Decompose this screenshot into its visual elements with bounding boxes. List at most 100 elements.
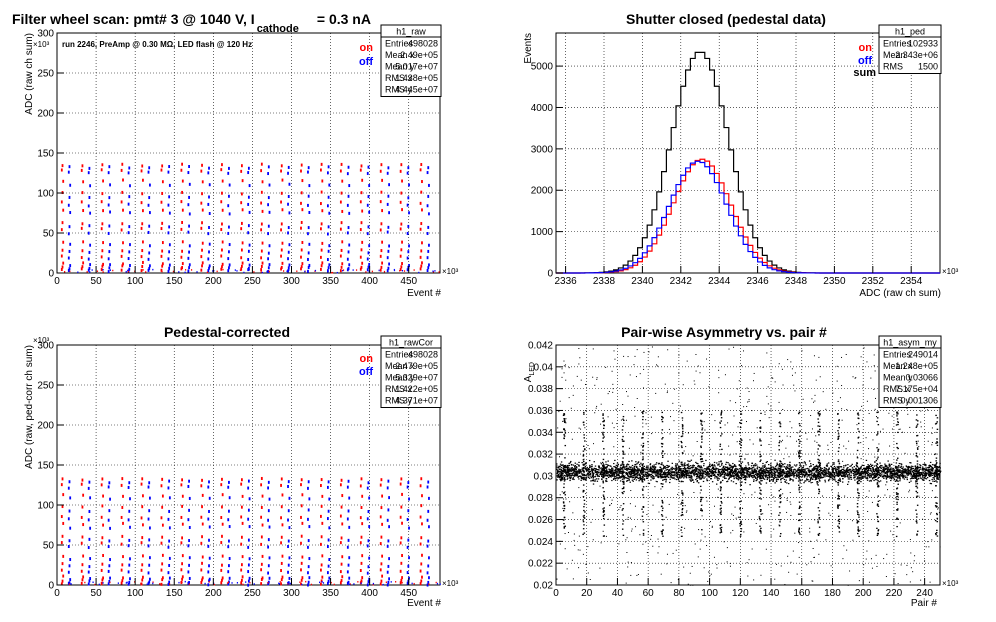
asym-point [898, 471, 900, 474]
cor-point [267, 486, 270, 490]
asym-point [903, 468, 905, 470]
asym-point [805, 464, 807, 466]
cor-point [300, 483, 302, 487]
asym-point [629, 471, 632, 473]
cor-point [407, 564, 410, 568]
asym-point [927, 469, 929, 471]
asym-point [768, 473, 771, 476]
cor-point [128, 481, 131, 485]
asym-point [651, 465, 654, 467]
asym-point [750, 475, 753, 477]
asym-point [591, 475, 594, 478]
asym-point [578, 469, 581, 471]
raw-point [427, 225, 430, 229]
raw-point [240, 221, 243, 225]
asym-point [821, 476, 823, 479]
asym-point [748, 474, 751, 476]
raw-point [121, 162, 124, 166]
raw-point [87, 257, 90, 261]
asym-point [670, 472, 673, 474]
asym-point [572, 476, 575, 478]
asym-point [895, 476, 898, 478]
raw-point [168, 195, 171, 199]
ped-x-tick-label: 2344 [708, 276, 731, 287]
asym-point [749, 473, 752, 476]
asym-point [764, 465, 766, 468]
raw-point [280, 222, 283, 226]
asym-point [870, 465, 872, 468]
asym-point [768, 480, 771, 482]
asym-point [725, 461, 728, 463]
asym-point [920, 473, 922, 475]
asym-point [655, 462, 658, 464]
cor-point [82, 523, 85, 527]
asym-point [625, 472, 627, 475]
asym-point [577, 476, 579, 478]
asym-point [770, 468, 772, 470]
asym-point [876, 464, 879, 466]
cor-point [62, 493, 65, 497]
raw-point [228, 166, 230, 170]
cor-x-ticks: 0 50 100 150 200 250 300 350 400 450 [54, 578, 418, 599]
cor-point [428, 496, 430, 500]
raw-point [327, 165, 330, 169]
ped-x-ticks: 2336 2338 2340 2342 2344 2346 2348 2350 2352 2354 [554, 266, 923, 287]
cor-point [399, 515, 402, 519]
raw-point [361, 261, 364, 265]
cor-point [287, 563, 290, 567]
cor-point [419, 569, 422, 573]
asym-point [774, 476, 777, 479]
asym-point [927, 472, 930, 474]
asym-point [804, 471, 806, 473]
raw-point [387, 225, 390, 229]
raw-point [129, 243, 131, 247]
raw-point [208, 183, 211, 187]
cor-point [268, 576, 271, 580]
asym-point [851, 469, 853, 472]
asym-point [678, 471, 681, 474]
asym-point [601, 461, 604, 464]
cor-point [201, 522, 204, 526]
cor-point [127, 544, 130, 548]
raw-baseline-point [438, 271, 440, 273]
asym-point [730, 474, 733, 476]
asym-point [649, 468, 651, 471]
cor-point [260, 535, 263, 539]
asym-point [797, 468, 799, 470]
asym-point [744, 479, 747, 481]
asym-point [890, 477, 893, 479]
asym-point [585, 468, 587, 470]
asym-point [922, 475, 924, 477]
asym-point [603, 468, 605, 470]
asym-point [835, 471, 838, 473]
asym-point [886, 476, 888, 478]
asym-point [684, 470, 686, 473]
raw-baseline-point [206, 271, 208, 274]
raw-point [102, 209, 104, 213]
raw-point [321, 209, 324, 213]
raw-point [346, 203, 349, 207]
asym-point [844, 472, 847, 474]
asym-point [689, 472, 692, 474]
asym-point [834, 475, 836, 477]
cor-point [181, 478, 184, 482]
asym-point [740, 476, 743, 478]
asym-point [757, 476, 759, 478]
asym-point [560, 469, 563, 472]
asym-point [759, 469, 761, 471]
asym-point [804, 473, 807, 475]
cor-point [300, 541, 302, 545]
asym-point [744, 482, 747, 484]
asym-point [740, 475, 743, 477]
asym-point [598, 466, 600, 468]
asym-point [708, 469, 711, 472]
asym-point [764, 475, 766, 477]
asym-point [814, 479, 817, 481]
cor-stats-key: RMS y [385, 396, 413, 406]
raw-point [101, 163, 104, 167]
asym-point [899, 471, 901, 473]
cor-baseline-point [267, 582, 269, 584]
asym-point [697, 474, 699, 476]
asym-point [906, 471, 908, 473]
asym-point [716, 464, 719, 466]
